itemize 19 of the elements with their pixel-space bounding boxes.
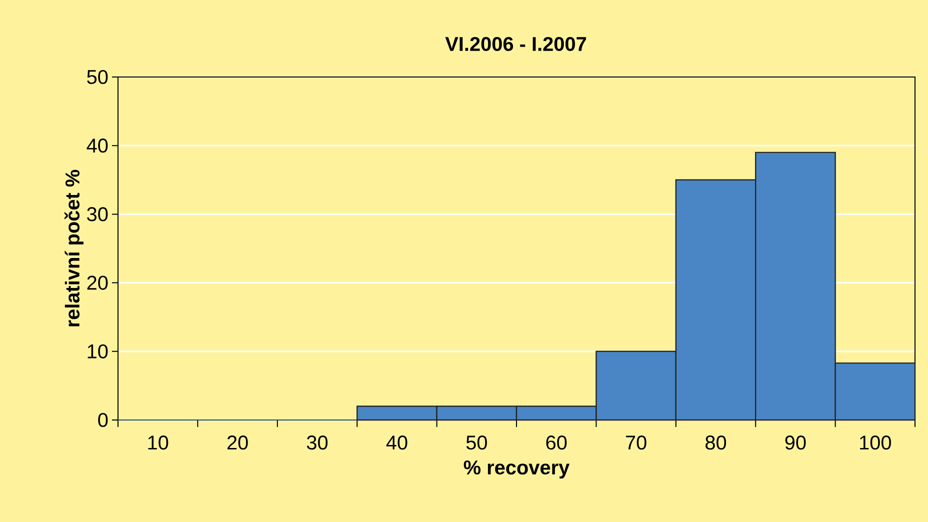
y-tick-label: 0 — [98, 412, 108, 428]
y-tick-label: 50 — [87, 70, 108, 84]
x-tick-label: 50 — [466, 436, 487, 450]
x-axis-title: % recovery — [464, 460, 570, 478]
x-tick-label: 40 — [386, 436, 408, 450]
x-tick-label: 100 — [860, 436, 891, 450]
x-tick-label: 10 — [148, 436, 168, 450]
x-tick-label: 90 — [785, 436, 806, 450]
y-tick-label: 30 — [87, 207, 108, 222]
y-tick-label: 20 — [87, 276, 108, 290]
x-tick-label: 80 — [706, 436, 726, 450]
x-tick-label: 30 — [306, 436, 328, 450]
y-axis-title: relativní počet % — [64, 170, 84, 326]
x-tick-label: 20 — [227, 436, 248, 450]
chart-title: VI.2006 - I.2007 — [445, 36, 586, 52]
y-tick-label: 40 — [86, 138, 108, 153]
y-tick-label: 10 — [88, 344, 108, 358]
x-tick-label: 70 — [626, 436, 646, 450]
x-tick-label: 60 — [546, 436, 567, 450]
